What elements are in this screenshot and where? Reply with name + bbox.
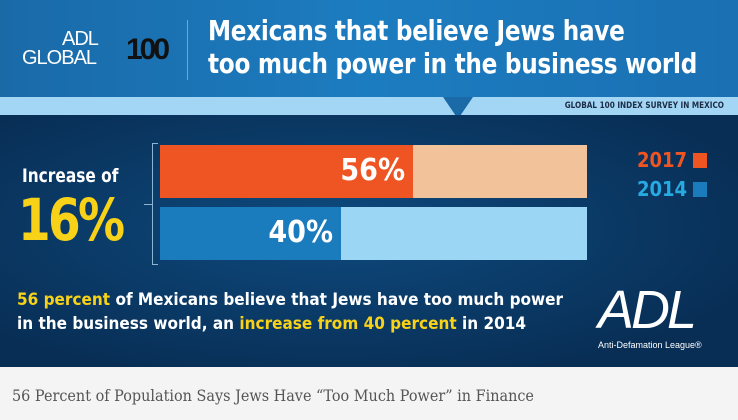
- legend-item-2014: 2014: [637, 177, 708, 201]
- image-caption: 56 Percent of Population Says Jews Have …: [12, 386, 534, 405]
- pointer-triangle: [443, 97, 473, 119]
- legend-swatch-2017: [693, 152, 708, 168]
- data-label-2017: 56%: [340, 153, 405, 188]
- bracket-tick: [144, 204, 152, 205]
- summary-highlight-2: increase from 40 percent: [239, 314, 457, 334]
- summary-part-4: in 2014: [456, 314, 527, 334]
- logo-100: 100: [126, 33, 170, 66]
- bar-track-2014: 40%: [160, 207, 587, 260]
- header-banner: ADL GLOBAL 100 Mexicans that believe Jew…: [0, 0, 738, 97]
- bracket: [152, 143, 158, 265]
- bar-2014: [160, 207, 341, 260]
- logo-adl: ADL: [62, 28, 99, 50]
- bar-track-2017: 56%: [160, 145, 587, 198]
- subtitle: GLOBAL 100 INDEX SURVEY IN MEXICO: [564, 101, 724, 111]
- increase-label: Increase of: [22, 165, 119, 187]
- legend-item-2017: 2017: [637, 148, 708, 172]
- adl-name: Anti-Defamation League®: [598, 340, 702, 350]
- header-divider: [187, 20, 188, 80]
- title-line-1: Mexicans that believe Jews have: [208, 14, 625, 47]
- title-line-2: too much power in the business world: [208, 47, 698, 80]
- legend-swatch-2014: [693, 181, 708, 197]
- page-title: Mexicans that believe Jews have too much…: [208, 14, 697, 80]
- logo-global: GLOBAL: [22, 47, 97, 69]
- summary-text: 56 percent of Mexicans believe that Jews…: [17, 288, 577, 336]
- legend-label-2014: 2014: [637, 177, 688, 201]
- increase-value: 16%: [18, 186, 125, 254]
- chart-panel: Increase of 16% 56% 40% 2017 2014 56 per…: [0, 115, 738, 367]
- bar-2017: [160, 145, 413, 198]
- subtitle-band: GLOBAL 100 INDEX SURVEY IN MEXICO: [0, 97, 738, 115]
- adl-logo: ADL: [598, 280, 697, 340]
- legend-label-2017: 2017: [637, 148, 688, 172]
- data-label-2014: 40%: [268, 215, 333, 250]
- summary-highlight-1: 56 percent: [17, 290, 111, 310]
- summary-part-2: of Mexicans believe that Jews have too m…: [17, 290, 564, 334]
- adl-global-100-logo: ADL GLOBAL 100: [22, 28, 172, 70]
